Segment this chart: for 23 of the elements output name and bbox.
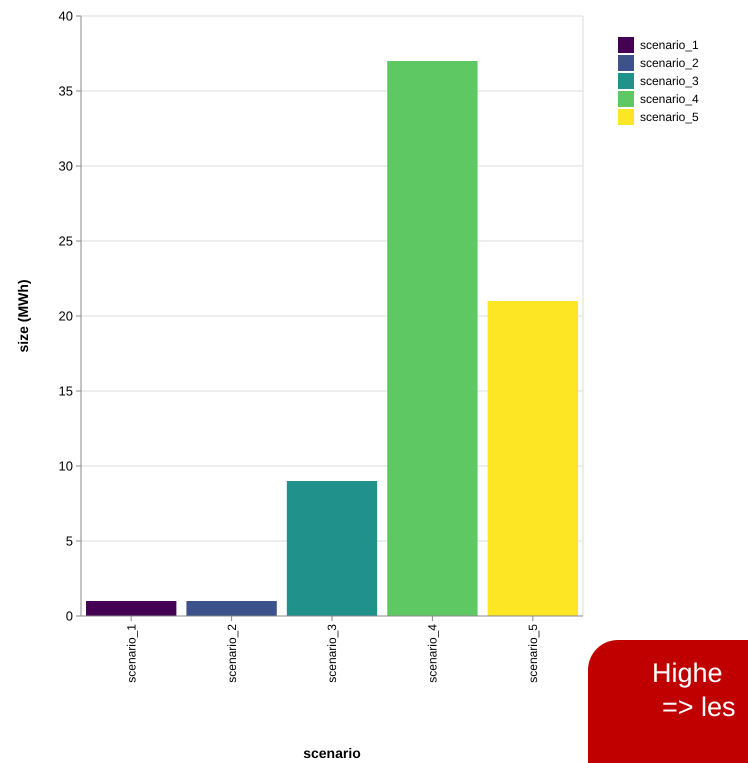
y-tick-label: 30 (58, 158, 73, 174)
y-tick-label: 40 (58, 8, 73, 24)
y-tick-label: 20 (58, 308, 73, 324)
y-tick-label: 15 (58, 384, 73, 399)
legend-label: scenario_3 (640, 74, 700, 88)
x-tick-label: scenario_1 (124, 624, 138, 683)
y-tick-label: 25 (58, 234, 73, 249)
text: => les (662, 692, 736, 722)
y-tick-label: 0 (66, 608, 73, 624)
legend-label: scenario_2 (640, 56, 700, 70)
y-tick-label: 10 (58, 458, 73, 474)
x-tick-label: scenario_3 (325, 624, 340, 683)
x-axis-title: scenario (303, 745, 361, 761)
text: Highe (652, 658, 723, 688)
y-axis-title: size (MWh) (15, 279, 31, 353)
x-tick-label: scenario_5 (526, 624, 540, 683)
x-tick-label: scenario_4 (426, 624, 440, 683)
legend-label: scenario_5 (640, 110, 700, 124)
x-tick-label: scenario_2 (224, 624, 239, 683)
legend-label: scenario_4 (640, 92, 700, 106)
y-tick-label: 35 (58, 84, 73, 99)
y-tick-label: 5 (66, 534, 73, 549)
legend-label: scenario_1 (640, 38, 700, 52)
